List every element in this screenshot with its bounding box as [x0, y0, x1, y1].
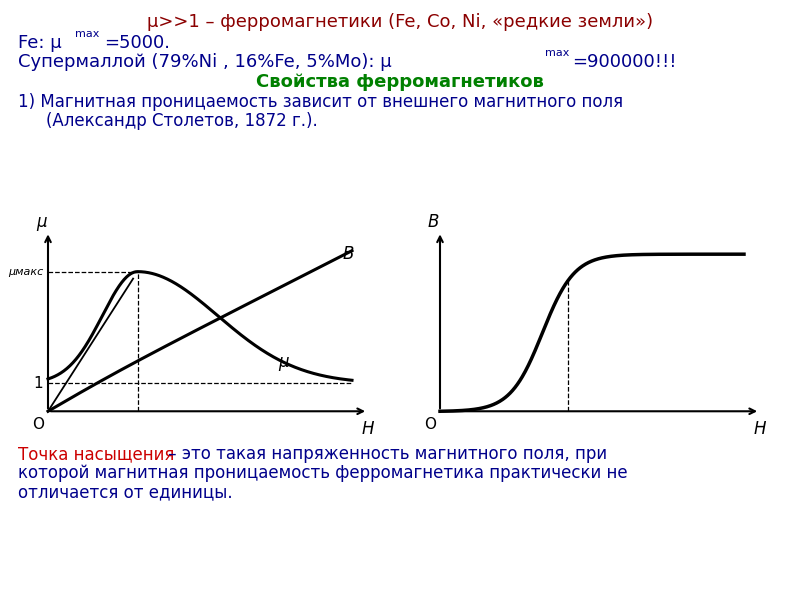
Text: Fe: μ: Fe: μ [18, 34, 62, 52]
Text: (Александр Столетов, 1872 г.).: (Александр Столетов, 1872 г.). [46, 112, 318, 130]
Text: Точка насыщения: Точка насыщения [18, 445, 174, 463]
Text: Свойства ферромагнетиков: Свойства ферромагнетиков [256, 73, 544, 91]
Text: max: max [75, 29, 99, 39]
Text: 1) Магнитная проницаемость зависит от внешнего магнитного поля: 1) Магнитная проницаемость зависит от вн… [18, 93, 623, 111]
Text: 1: 1 [34, 376, 43, 391]
Text: =900000!!!: =900000!!! [572, 53, 677, 71]
Text: O: O [32, 416, 45, 431]
Text: которой магнитная проницаемость ферромагнетика практически не: которой магнитная проницаемость ферромаг… [18, 464, 628, 482]
Text: max: max [545, 48, 570, 58]
Text: μ: μ [36, 214, 47, 232]
Text: =5000.: =5000. [104, 34, 170, 52]
Text: μ: μ [278, 353, 289, 371]
Text: O: O [424, 416, 437, 431]
Text: отличается от единицы.: отличается от единицы. [18, 483, 233, 501]
Text: B: B [428, 214, 439, 232]
Text: μмакс: μмакс [8, 266, 43, 277]
Text: – это такая напряженность магнитного поля, при: – это такая напряженность магнитного пол… [163, 445, 607, 463]
Text: B: B [342, 245, 354, 263]
Text: H: H [362, 420, 374, 438]
Text: Супермаллой (79%Ni , 16%Fe, 5%Mo): μ: Супермаллой (79%Ni , 16%Fe, 5%Mo): μ [18, 53, 392, 71]
Text: H: H [754, 420, 766, 438]
Text: μ>>1 – ферромагнетики (Fe, Co, Ni, «редкие земли»): μ>>1 – ферромагнетики (Fe, Co, Ni, «редк… [147, 13, 653, 31]
